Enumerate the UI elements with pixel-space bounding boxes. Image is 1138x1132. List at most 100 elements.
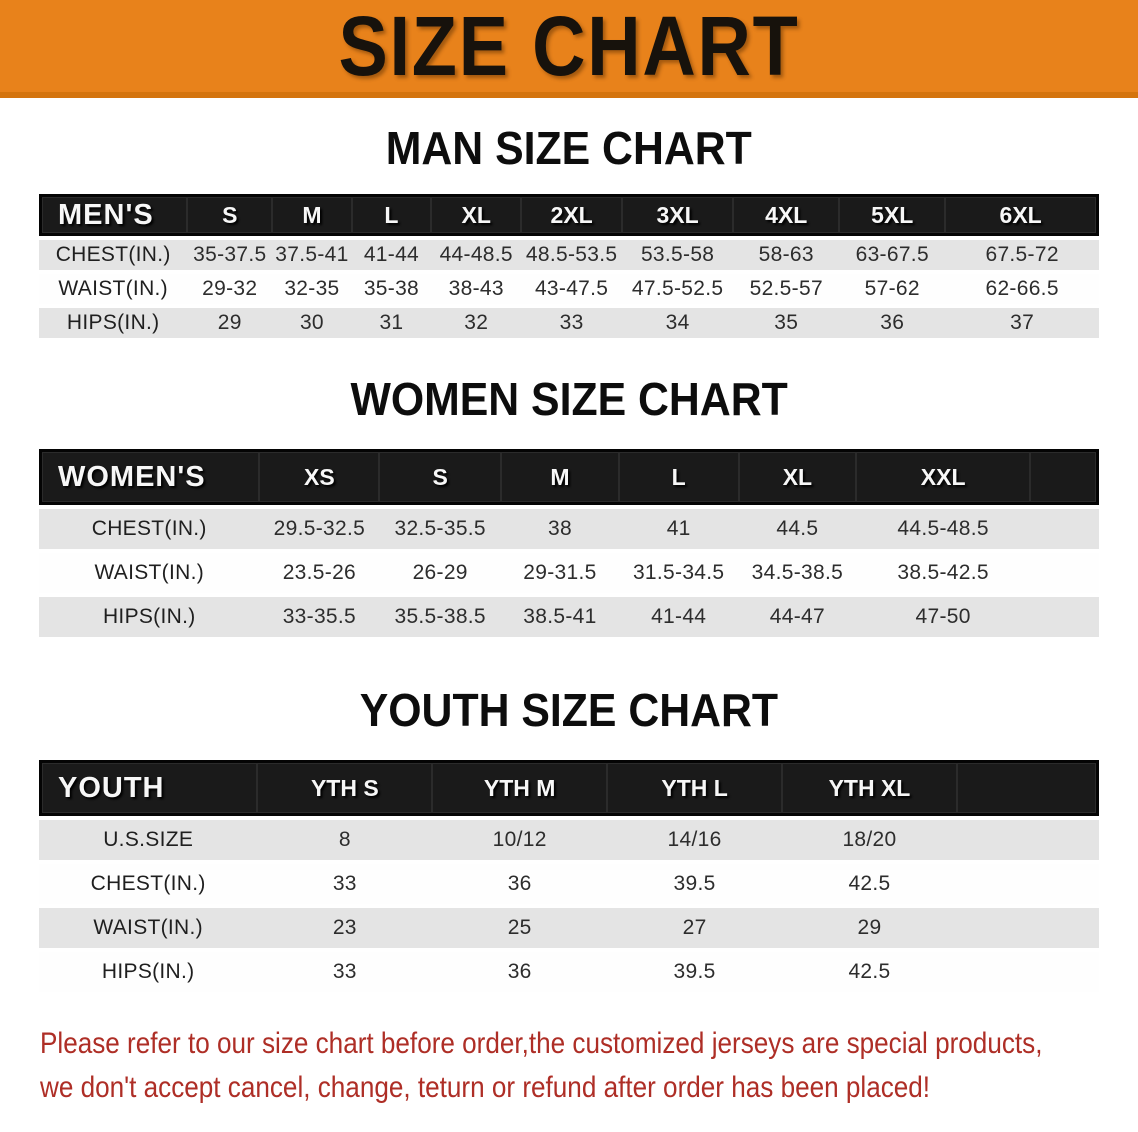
section-youth: YOUTH SIZE CHART YOUTH YTH S YTH M YTH L YTH… xyxy=(0,686,1138,996)
data-cell: 37.5-41 xyxy=(272,240,352,270)
data-cell: 36 xyxy=(839,308,946,338)
size-header: L xyxy=(618,449,739,505)
size-header: XS xyxy=(259,449,380,505)
size-header: L xyxy=(351,194,432,236)
table-row: CHEST(IN.) 35-37.5 37.5-41 41-44 44-48.5 48.5… xyxy=(39,240,1099,270)
data-cell: 31 xyxy=(351,308,432,338)
data-cell: 14/16 xyxy=(607,820,783,860)
data-cell: 35 xyxy=(733,308,840,338)
size-header: YTH XL xyxy=(782,760,957,816)
data-cell: 29 xyxy=(782,908,957,948)
data-cell: 37 xyxy=(945,308,1099,338)
data-cell: 33 xyxy=(257,864,433,904)
men-heading: MAN SIZE CHART xyxy=(0,124,1138,172)
disclaimer-line-2: we don't accept cancel, change, teturn o… xyxy=(40,1071,931,1104)
data-cell: 53.5-58 xyxy=(621,240,734,270)
women-heading: WOMEN SIZE CHART xyxy=(0,375,1138,423)
row-spacer xyxy=(1030,597,1099,637)
row-spacer xyxy=(956,820,1099,860)
size-header: M xyxy=(501,449,619,505)
data-cell: 42.5 xyxy=(782,952,957,992)
table-row: WAIST(IN.) 23.5-26 26-29 29-31.5 31.5-34.5 34… xyxy=(39,553,1099,593)
data-cell: 34 xyxy=(621,308,734,338)
row-spacer xyxy=(956,908,1099,948)
data-cell: 29-31.5 xyxy=(501,553,619,593)
header-spacer xyxy=(1030,449,1099,505)
data-cell: 18/20 xyxy=(782,820,957,860)
data-cell: 67.5-72 xyxy=(945,240,1099,270)
table-row: CHEST(IN.) 29.5-32.5 32.5-35.5 38 41 44.5 44.5… xyxy=(39,509,1099,549)
data-cell: 47.5-52.5 xyxy=(621,274,734,304)
row-label: HIPS(IN.) xyxy=(39,308,188,338)
data-cell: 62-66.5 xyxy=(945,274,1099,304)
row-spacer xyxy=(1030,509,1099,549)
data-cell: 10/12 xyxy=(432,820,608,860)
data-cell: 44-48.5 xyxy=(431,240,522,270)
table-label-header: YOUTH xyxy=(39,760,258,816)
disclaimer-line-1: Please refer to our size chart before or… xyxy=(40,1027,1043,1060)
data-cell: 44.5 xyxy=(738,509,857,549)
data-cell: 41-44 xyxy=(351,240,432,270)
row-label: WAIST(IN.) xyxy=(39,274,188,304)
data-cell: 26-29 xyxy=(379,553,502,593)
size-header: 4XL xyxy=(733,194,840,236)
row-label: HIPS(IN.) xyxy=(39,597,260,637)
banner: SIZE CHART xyxy=(0,0,1138,98)
data-cell: 29 xyxy=(187,308,273,338)
data-cell: 29-32 xyxy=(187,274,273,304)
data-cell: 8 xyxy=(257,820,433,860)
data-cell: 30 xyxy=(272,308,352,338)
table-row: WAIST(IN.) 29-32 32-35 35-38 38-43 43-47.5 47.… xyxy=(39,274,1099,304)
data-cell: 32-35 xyxy=(272,274,352,304)
table-row: HIPS(IN.) 33-35.5 35.5-38.5 38.5-41 41-44 44-… xyxy=(39,597,1099,637)
data-cell: 52.5-57 xyxy=(733,274,840,304)
disclaimer: Please refer to our size chart before or… xyxy=(40,1022,1138,1110)
size-header: 3XL xyxy=(621,194,734,236)
data-cell: 39.5 xyxy=(607,864,783,904)
data-cell: 29.5-32.5 xyxy=(259,509,380,549)
size-header: S xyxy=(187,194,273,236)
data-cell: 43-47.5 xyxy=(521,274,622,304)
data-cell: 63-67.5 xyxy=(839,240,946,270)
data-cell: 32 xyxy=(431,308,522,338)
data-cell: 23 xyxy=(257,908,433,948)
data-cell: 44-47 xyxy=(738,597,857,637)
men-heading-text: MAN SIZE CHART xyxy=(385,122,752,174)
table-row: U.S.SIZE 8 10/12 14/16 18/20 xyxy=(39,820,1099,860)
banner-title: SIZE CHART xyxy=(338,0,800,93)
header-spacer xyxy=(956,760,1099,816)
data-cell: 35-38 xyxy=(351,274,432,304)
data-cell: 33 xyxy=(257,952,433,992)
data-cell: 38 xyxy=(501,509,619,549)
table-label-header: MEN'S xyxy=(39,194,188,236)
table-row: CHEST(IN.) 33 36 39.5 42.5 xyxy=(39,864,1099,904)
row-label: WAIST(IN.) xyxy=(39,553,260,593)
size-header: YTH L xyxy=(607,760,783,816)
row-label: CHEST(IN.) xyxy=(39,864,258,904)
data-cell: 47-50 xyxy=(856,597,1031,637)
data-cell: 38.5-41 xyxy=(501,597,619,637)
row-label: U.S.SIZE xyxy=(39,820,258,860)
data-cell: 38.5-42.5 xyxy=(856,553,1031,593)
section-women: WOMEN SIZE CHART WOMEN'S XS S M L XL XXL CHEST(… xyxy=(0,375,1138,641)
data-cell: 48.5-53.5 xyxy=(521,240,622,270)
data-cell: 33 xyxy=(521,308,622,338)
size-header: YTH S xyxy=(257,760,433,816)
youth-size-table: YOUTH YTH S YTH M YTH L YTH XL U.S.SIZE 8 10/12… xyxy=(39,756,1099,996)
data-cell: 31.5-34.5 xyxy=(618,553,739,593)
data-cell: 25 xyxy=(432,908,608,948)
data-cell: 38-43 xyxy=(431,274,522,304)
section-men: MAN SIZE CHART MEN'S S M L XL 2XL 3XL 4XL 5XL 6XL… xyxy=(0,124,1138,342)
size-header: XXL xyxy=(856,449,1031,505)
table-label-header: WOMEN'S xyxy=(39,449,260,505)
data-cell: 35.5-38.5 xyxy=(379,597,502,637)
row-label: CHEST(IN.) xyxy=(39,509,260,549)
row-spacer xyxy=(956,864,1099,904)
youth-heading-text: YOUTH SIZE CHART xyxy=(359,684,779,736)
table-row: HIPS(IN.) 33 36 39.5 42.5 xyxy=(39,952,1099,992)
women-heading-text: WOMEN SIZE CHART xyxy=(350,373,788,425)
row-label: CHEST(IN.) xyxy=(39,240,188,270)
data-cell: 39.5 xyxy=(607,952,783,992)
women-size-table: WOMEN'S XS S M L XL XXL CHEST(IN.) 29.5-32.5 32.5… xyxy=(39,445,1099,641)
